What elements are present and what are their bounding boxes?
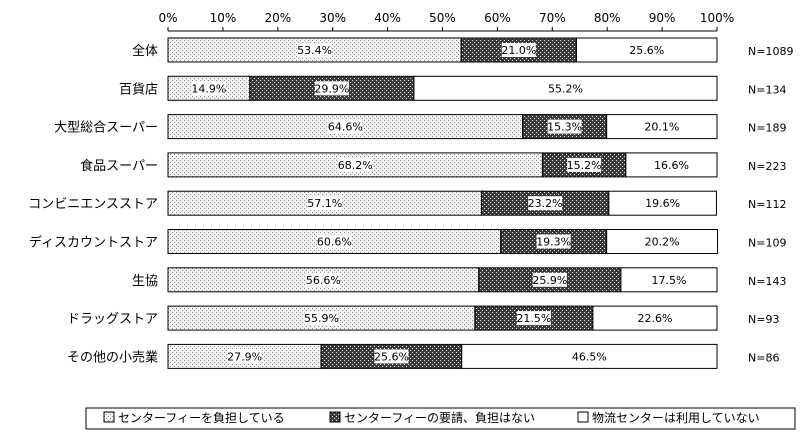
data-label: 17.5% <box>651 274 686 287</box>
data-label-bg <box>651 272 686 287</box>
n-label: N=109 <box>748 237 786 250</box>
legend-box <box>85 407 796 430</box>
data-label: 55.9% <box>304 312 339 325</box>
data-label-bg <box>532 272 567 287</box>
data-label-bg <box>548 81 583 96</box>
data-label-bg <box>528 196 563 211</box>
data-label: 21.0% <box>501 44 536 57</box>
data-label: 64.6% <box>328 121 363 134</box>
data-label: 53.4% <box>297 44 332 57</box>
n-label: N=1089 <box>748 45 793 58</box>
x-tick-label: 30% <box>319 11 346 25</box>
data-label: 29.9% <box>314 82 349 95</box>
data-label: 16.6% <box>654 159 689 172</box>
data-label: 60.6% <box>317 236 352 249</box>
data-label-bg <box>637 311 672 326</box>
bar-segment <box>608 190 717 216</box>
data-label: 57.1% <box>307 197 342 210</box>
category-label: 百貨店 <box>119 81 158 97</box>
legend-label: センターフィーの要請、負担はない <box>344 411 535 425</box>
data-label: 20.1% <box>644 121 679 134</box>
legend-swatch <box>103 411 115 423</box>
data-label: 15.3% <box>547 121 582 134</box>
category-label: コンビニエンスストア <box>28 197 158 212</box>
data-label-bg <box>374 349 409 364</box>
category-label: ドラッグストア <box>67 312 158 327</box>
x-tick-label: 60% <box>484 11 511 25</box>
legend-swatch <box>329 411 341 423</box>
data-label-bg <box>317 234 352 249</box>
data-label: 21.5% <box>516 312 551 325</box>
data-label: 55.2% <box>548 82 583 95</box>
n-label: N=189 <box>748 122 786 135</box>
data-label-bg <box>516 311 551 326</box>
data-label-bg <box>314 81 349 96</box>
data-label-bg <box>501 43 536 57</box>
legend-label: 物流センターは利用していない <box>592 411 760 425</box>
bar-segment <box>575 37 718 63</box>
x-tick-label: 80% <box>594 11 621 25</box>
data-label-bg <box>644 119 679 134</box>
data-label: 25.6% <box>374 350 409 363</box>
legend-swatch <box>577 411 589 423</box>
data-label-bg <box>654 157 689 172</box>
n-label: N=93 <box>748 313 779 326</box>
data-label: 15.2% <box>567 159 602 172</box>
data-label-bg <box>629 43 664 57</box>
data-label-bg <box>567 157 602 172</box>
category-label: 生協 <box>132 274 158 289</box>
data-label-bg <box>304 311 339 326</box>
x-tick-label: 40% <box>374 11 401 25</box>
data-label: 22.6% <box>637 312 672 325</box>
x-tick-label: 100% <box>700 11 734 25</box>
n-label: N=134 <box>748 83 786 96</box>
data-label: 19.3% <box>536 236 571 249</box>
x-tick-label: 10% <box>210 11 237 25</box>
data-label-bg <box>191 81 226 96</box>
category-label: 大型総合スーパー <box>54 121 158 136</box>
data-label-bg <box>536 234 571 249</box>
data-label-bg <box>297 43 332 57</box>
data-label: 46.5% <box>572 350 607 363</box>
n-label: N=223 <box>748 160 786 173</box>
data-label-bg <box>572 349 607 364</box>
data-label-bg <box>306 272 341 287</box>
data-label-bg <box>338 157 373 172</box>
data-label: 25.9% <box>532 274 567 287</box>
x-tick-label: 0% <box>158 11 177 25</box>
data-label: 56.6% <box>306 274 341 287</box>
x-tick-label: 70% <box>539 11 566 25</box>
category-label: 食品スーパー <box>80 158 158 174</box>
data-label-bg <box>307 196 342 211</box>
x-tick-label: 90% <box>649 11 676 25</box>
data-label-bg <box>547 119 582 134</box>
data-label-bg <box>227 349 262 364</box>
x-tick-label: 20% <box>264 11 291 25</box>
category-label: 全体 <box>132 43 158 59</box>
x-tick-label: 50% <box>429 11 456 25</box>
data-label: 14.9% <box>191 82 226 95</box>
data-label: 68.2% <box>338 159 373 172</box>
data-label-bg <box>328 119 363 134</box>
legend-label: センターフィーを負担している <box>118 411 285 425</box>
n-label: N=112 <box>748 198 786 211</box>
category-label: その他の小売業 <box>67 349 158 365</box>
data-label: 20.2% <box>645 236 680 249</box>
data-label: 23.2% <box>528 197 563 210</box>
category-label: ディスカウントストア <box>29 235 158 251</box>
data-label: 19.6% <box>645 197 680 210</box>
data-label: 27.9% <box>227 350 262 363</box>
data-label-bg <box>645 196 680 211</box>
n-label: N=86 <box>748 351 779 364</box>
data-label-bg <box>645 234 680 249</box>
data-label: 25.6% <box>629 44 664 57</box>
n-label: N=143 <box>748 275 786 288</box>
